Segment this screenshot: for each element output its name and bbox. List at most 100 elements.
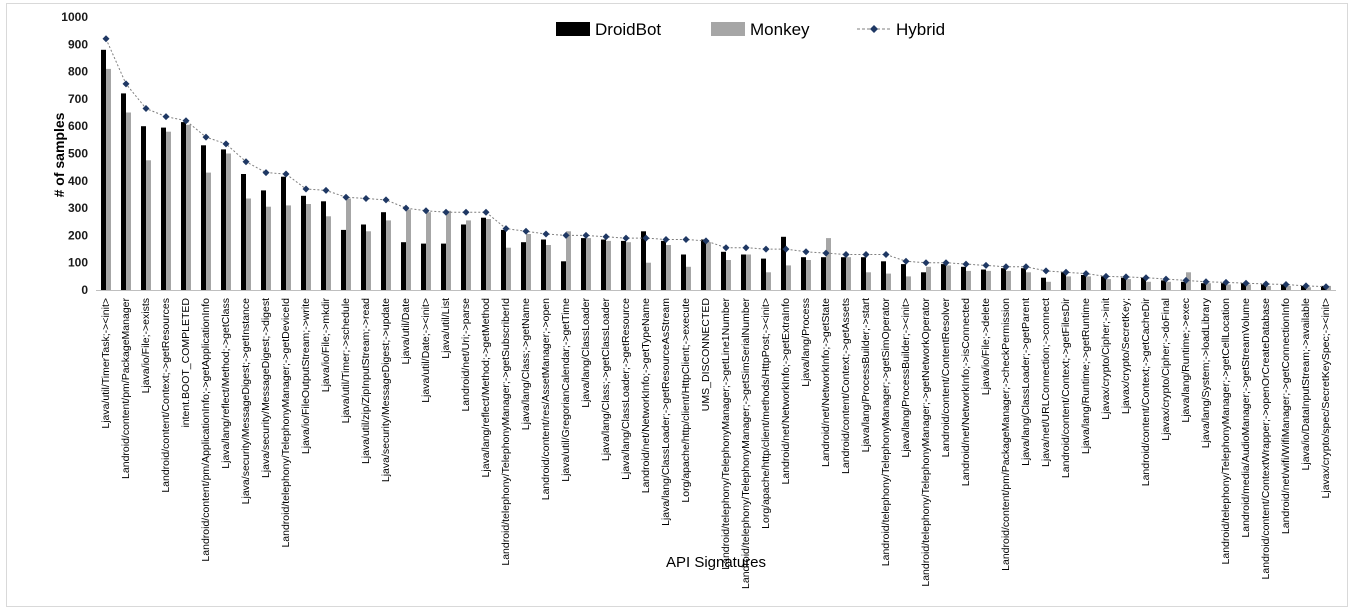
bar-droidbot xyxy=(281,176,286,290)
bar-droidbot xyxy=(1321,285,1326,290)
x-tick-label: Landroid/telephony/TelephonyManager;->ge… xyxy=(500,298,512,566)
legend-label-monkey: Monkey xyxy=(750,20,810,39)
x-tick-label: Landroid/telephony/TelephonyManager;->ge… xyxy=(920,298,932,587)
bar-monkey xyxy=(366,231,371,290)
bar-monkey xyxy=(166,131,171,290)
bar-droidbot xyxy=(381,212,386,290)
point-hybrid xyxy=(1322,283,1330,291)
point-hybrid xyxy=(562,231,570,239)
bar-monkey xyxy=(946,265,951,290)
x-tick-label: Landroid/telephony/TelephonyManager;->ge… xyxy=(720,298,732,570)
bar-monkey xyxy=(386,220,391,290)
line-hybrid xyxy=(105,38,1327,288)
x-tick-label: Ljava/lang/ProcessBuilder;-><init> xyxy=(900,298,912,458)
bar-droidbot xyxy=(201,145,206,290)
bar-monkey xyxy=(206,172,211,290)
bar-monkey xyxy=(926,266,931,290)
bar-droidbot xyxy=(301,195,306,290)
x-tick-label: Landroid/net/NetworkInfo;->getState xyxy=(820,298,832,467)
x-tick-label: UMS_DISCONNECTED xyxy=(700,298,712,412)
bar-droidbot xyxy=(1221,283,1226,290)
bar-monkey xyxy=(406,209,411,290)
bar-droidbot xyxy=(841,257,846,290)
point-hybrid xyxy=(662,236,670,243)
point-hybrid xyxy=(142,105,150,112)
y-tick-label: 800 xyxy=(68,65,88,79)
x-tick-label: Landroid/net/NetworkInfo;->getTypeName xyxy=(640,298,652,493)
x-tick-label: Ljava/security/MessageDigest;->getInstan… xyxy=(240,298,252,504)
x-tick-label: Landroid/content/Context;->getResources xyxy=(160,298,172,493)
bar-droidbot xyxy=(641,231,646,290)
x-tick-label: Ljava/lang/Class;->getClassLoader xyxy=(600,298,612,462)
x-tick-label: Ljava/lang/ClassLoader;->getResourceAsSt… xyxy=(660,298,672,526)
plot-area: 0 100 200 300 400 500 600 700 800 900 1000 Ljava/ut… xyxy=(61,10,1336,589)
y-tick-label: 100 xyxy=(68,256,88,270)
bar-monkey xyxy=(1146,281,1151,290)
point-hybrid xyxy=(842,251,850,258)
bar-monkey xyxy=(786,265,791,290)
point-hybrid xyxy=(1282,281,1290,288)
point-hybrid xyxy=(402,204,410,212)
point-hybrid xyxy=(802,248,810,256)
point-hybrid xyxy=(1262,280,1270,288)
y-tick-label: 600 xyxy=(68,119,88,133)
point-hybrid xyxy=(262,169,270,177)
bar-monkey xyxy=(426,212,431,290)
point-hybrid xyxy=(642,234,650,242)
point-hybrid xyxy=(122,80,130,88)
x-tick-label: Landroid/content/pm/PackageManager xyxy=(120,297,132,478)
bar-monkey xyxy=(666,245,671,290)
x-tick-label: Landroid/content/Context;->getCacheDir xyxy=(1140,298,1152,487)
bar-monkey xyxy=(1166,281,1171,290)
bar-monkey xyxy=(1006,270,1011,290)
x-tick-label: Landroid/telephony/TelephonyManager;->ge… xyxy=(1220,298,1232,565)
point-hybrid xyxy=(482,208,490,216)
bar-droidbot xyxy=(261,190,266,290)
point-hybrid xyxy=(1102,272,1110,280)
bar-droidbot xyxy=(741,254,746,290)
bar-droidbot xyxy=(601,239,606,290)
x-tick-label: Landroid/content/pm/ApplicationInfo;->ge… xyxy=(200,298,212,562)
x-tick-label: Ljava/io/FileOutputStream;->write xyxy=(300,298,312,454)
chart-frame xyxy=(6,3,1348,607)
point-hybrid xyxy=(1122,273,1130,281)
point-hybrid xyxy=(542,230,550,238)
bar-droidbot xyxy=(341,229,346,290)
x-tick-label: Ljava/io/File;->delete xyxy=(980,298,992,395)
point-hybrid xyxy=(602,233,610,241)
y-tick-label: 200 xyxy=(68,228,88,242)
x-tick-label: Ljava/io/DataInputStream;->available xyxy=(1300,298,1312,471)
point-hybrid xyxy=(702,237,710,245)
x-tick-label: Landroid/telephony/TelephonyManager;->ge… xyxy=(280,298,292,548)
legend-marker-hybrid xyxy=(870,25,878,33)
x-axis-label: API Signatures xyxy=(666,554,766,571)
bar-monkey xyxy=(126,112,131,290)
point-hybrid xyxy=(682,236,690,243)
point-hybrid xyxy=(1062,268,1070,276)
bar-droidbot xyxy=(321,201,326,290)
bar-droidbot xyxy=(421,243,426,290)
bar-droidbot xyxy=(941,264,946,290)
x-tick-label: Ljava/util/List xyxy=(440,298,452,359)
x-tick-label: Landroid/content/Context;->getFilesDir xyxy=(1060,298,1072,479)
point-hybrid xyxy=(922,259,930,267)
point-hybrid xyxy=(102,35,110,43)
legend: DroidBot Monkey Hybrid xyxy=(556,20,945,39)
bar-droidbot xyxy=(501,229,506,290)
point-hybrid xyxy=(1202,278,1210,286)
bar-monkey xyxy=(866,272,871,290)
bar-monkey xyxy=(546,245,551,290)
bar-droidbot xyxy=(361,224,366,290)
point-hybrid xyxy=(382,196,390,204)
point-hybrid xyxy=(782,245,790,253)
bar-droidbot xyxy=(561,261,566,290)
x-tick-label: intent.BOOT_COMPLETED xyxy=(180,298,192,428)
point-hybrid xyxy=(302,185,310,193)
bar-monkey xyxy=(1126,279,1131,290)
point-hybrid xyxy=(422,207,430,215)
x-tick-label: Landroid/telephony/TelephonyManager;->ge… xyxy=(740,298,752,589)
bar-droidbot xyxy=(921,272,926,290)
bar-monkey xyxy=(746,254,751,290)
bar-droidbot xyxy=(1181,281,1186,290)
bar-monkey xyxy=(886,273,891,290)
